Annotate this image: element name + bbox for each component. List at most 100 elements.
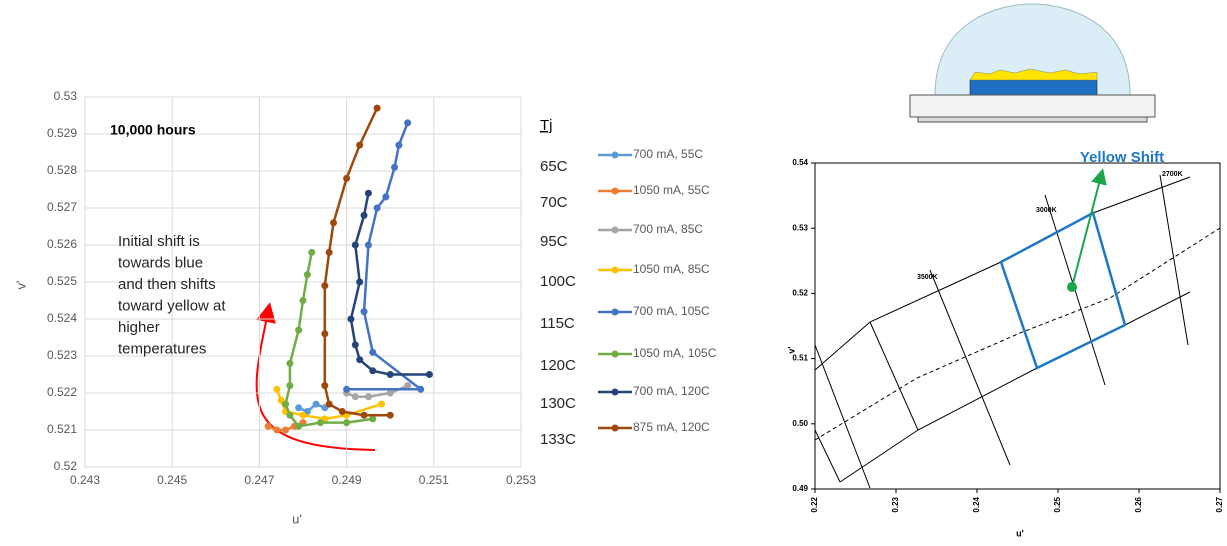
y-axis-title: v': [13, 281, 28, 290]
legend-label: 1050 mA, 55C: [633, 183, 710, 197]
data-point: [303, 271, 311, 279]
y-tick-label: 0.524: [47, 311, 77, 325]
data-point: [364, 241, 372, 249]
y-tick-label: 0.52: [792, 289, 808, 298]
y-tick-label: 0.49: [792, 484, 808, 493]
data-point: [299, 411, 307, 419]
x-tick-label: 0.247: [244, 473, 274, 487]
tj-label: 130C: [540, 395, 576, 412]
data-point: [321, 382, 329, 390]
x-tick-label: 0.249: [332, 473, 362, 487]
led-illustration: [909, 3, 1156, 123]
data-point: [404, 119, 412, 127]
data-point: [417, 385, 425, 393]
data-point: [338, 408, 346, 415]
data-point: [343, 385, 351, 393]
data-point: [299, 297, 307, 304]
series-line: [349, 192, 430, 376]
tj-header: Tj: [540, 117, 553, 134]
series-line: [346, 122, 425, 391]
legend-label: 1050 mA, 85C: [633, 262, 710, 276]
x-tick-label: 0.253: [506, 473, 536, 487]
data-point: [373, 204, 381, 212]
data-point: [273, 385, 281, 393]
legend-label: 700 mA, 55C: [633, 147, 703, 161]
data-point: [404, 382, 412, 390]
data-point: [282, 426, 290, 434]
tj-label: 70C: [540, 194, 568, 211]
data-point: [343, 174, 351, 182]
data-point: [356, 141, 364, 149]
data-point: [360, 308, 368, 316]
y-tick-label: 0.50: [792, 419, 808, 428]
data-point: [312, 400, 320, 408]
data-point: [369, 415, 377, 423]
legend-label: 700 mA, 120C: [633, 384, 710, 398]
annotation: 3000K: [1036, 207, 1057, 214]
annotation: 2700K: [1162, 171, 1183, 178]
data-point: [369, 367, 377, 375]
tj-label: 115C: [540, 315, 575, 332]
data-point: [386, 411, 394, 419]
data-point: [351, 241, 359, 249]
legend-marker: [611, 388, 619, 396]
tj-label: 120C: [540, 357, 576, 374]
series-line: [323, 107, 391, 417]
cct-grid: [814, 174, 1221, 489]
y-tick-label: 0.528: [47, 163, 77, 177]
data-point: [286, 359, 294, 367]
data-point: [282, 400, 290, 408]
y-tick-label: 0.523: [47, 348, 77, 362]
data-point: [343, 419, 351, 427]
annotation: Yellow Shift: [1080, 149, 1164, 166]
data-point: [264, 422, 272, 430]
shift-arrow: [255, 302, 376, 451]
data-point: [425, 371, 433, 378]
x-tick-label: 0.243: [70, 473, 100, 487]
legend-label: 700 mA, 85C: [633, 222, 703, 236]
tj-label: 95C: [540, 233, 568, 250]
data-point: [369, 348, 377, 356]
annotation: Initial shift is: [118, 233, 200, 250]
legend-label: 1050 mA, 105C: [633, 346, 717, 360]
x-tick-label: 0.23: [891, 496, 900, 512]
data-point: [360, 411, 368, 419]
data-point: [377, 400, 385, 408]
data-point: [360, 211, 368, 219]
data-point: [330, 219, 338, 227]
y-tick-label: 0.525: [47, 274, 77, 288]
legend-marker: [611, 151, 619, 159]
tj-label: 133C: [540, 431, 576, 448]
data-point: [386, 389, 394, 397]
x-tick-label: 0.25: [1053, 496, 1062, 512]
data-point: [351, 341, 359, 349]
y-tick-label: 0.529: [47, 126, 77, 140]
annotation: temperatures: [118, 340, 206, 357]
data-point: [321, 330, 329, 338]
legend-marker: [611, 266, 619, 274]
data-point: [347, 315, 355, 323]
x-axis-title: u': [292, 511, 302, 526]
annotation: towards blue: [118, 254, 203, 271]
data-point: [395, 141, 403, 149]
y-tick-label: 0.522: [47, 385, 77, 399]
data-point: [351, 393, 359, 401]
data-point: [286, 382, 294, 390]
yellow-shift-arrow: [1071, 168, 1107, 288]
y-tick-label: 0.54: [792, 158, 808, 167]
legend-label: 700 mA, 105C: [633, 304, 710, 318]
y-tick-label: 0.527: [47, 200, 77, 214]
y-tick-label: 0.53: [54, 89, 78, 103]
annotation: and then shifts: [118, 276, 216, 293]
legend-marker: [611, 226, 619, 234]
data-point: [382, 193, 390, 201]
y-tick-label: 0.521: [47, 422, 77, 436]
y-tick-label: 0.52: [54, 459, 78, 473]
data-point: [325, 400, 333, 408]
data-point: [308, 248, 316, 256]
data-point: [386, 371, 394, 378]
data-point: [273, 426, 281, 434]
y-axis-title: v': [786, 346, 796, 353]
